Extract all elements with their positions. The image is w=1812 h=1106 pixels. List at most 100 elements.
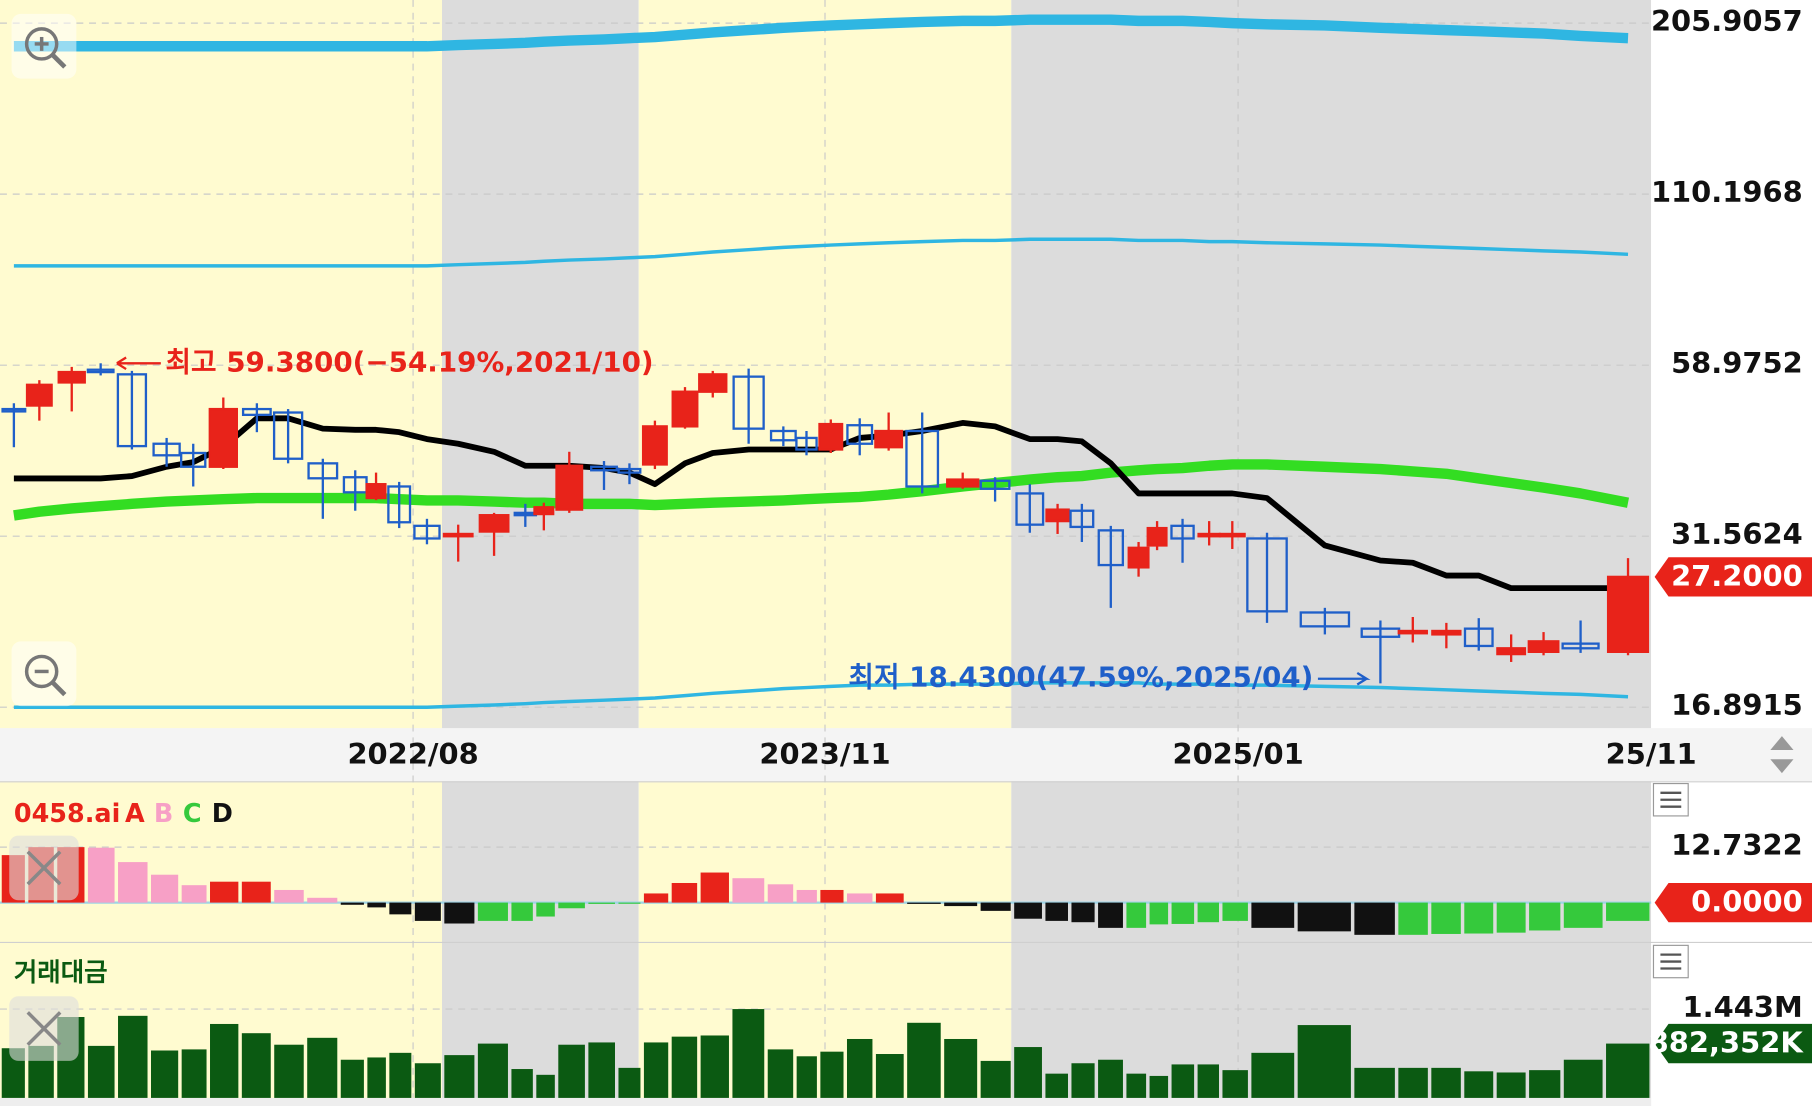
bar xyxy=(274,889,304,903)
candle-body xyxy=(671,390,699,428)
bar xyxy=(846,1038,873,1098)
candle-body xyxy=(874,429,904,449)
value-box-label: 27.2000 xyxy=(1671,559,1803,593)
legend-entry: C xyxy=(183,798,202,828)
value-box xyxy=(1654,1023,1812,1064)
candle-body xyxy=(478,514,510,533)
candle-body xyxy=(413,524,441,540)
candle-body xyxy=(307,462,339,480)
y-tick-label: 1.443M xyxy=(1683,990,1803,1024)
candle-body xyxy=(25,383,53,407)
zoom-out[interactable] xyxy=(11,641,77,707)
bar xyxy=(732,1009,765,1098)
close-indicator[interactable] xyxy=(9,835,79,901)
candle-body xyxy=(1561,642,1600,650)
y-tick-label: 12.7322 xyxy=(1671,828,1803,862)
y-tick-label: 16.8915 xyxy=(1671,688,1803,722)
low-annotation: 최저 18.4300(47.59%,2025/04) xyxy=(848,661,1313,694)
x-tick-label: 25/11 xyxy=(1606,737,1697,771)
bar xyxy=(1563,902,1603,928)
candle-body xyxy=(946,478,980,488)
bar xyxy=(1464,902,1494,934)
bar xyxy=(1149,1075,1169,1098)
bar xyxy=(1071,902,1095,923)
plot-layer: 205.9057 110.1968 58.9752 31.5624 16.8915 202… xyxy=(0,4,1812,1098)
bar xyxy=(444,1055,475,1098)
bar xyxy=(87,1045,115,1098)
bar xyxy=(511,1069,533,1098)
zoom-in[interactable] xyxy=(11,13,77,79)
candle-body xyxy=(1,407,27,413)
bar xyxy=(732,878,765,903)
bar xyxy=(1197,1064,1219,1098)
bar xyxy=(820,1051,844,1098)
bar xyxy=(210,1023,239,1098)
bar xyxy=(767,884,794,903)
bar xyxy=(1431,902,1461,934)
line xyxy=(13,237,1629,268)
bar xyxy=(700,872,729,903)
candle-body xyxy=(208,407,238,468)
y-tick-label: 58.9752 xyxy=(1671,346,1803,380)
legend-entry: D xyxy=(212,798,233,828)
candle-body xyxy=(979,479,1011,490)
candle-body xyxy=(533,506,555,516)
high-annotation: 최고 59.3800(−54.19%,2021/10) xyxy=(165,345,653,378)
candle-body xyxy=(698,373,728,393)
candle-body xyxy=(1069,509,1095,529)
volume-menu[interactable] xyxy=(1652,944,1689,979)
indicator-menu[interactable] xyxy=(1652,782,1689,817)
bar xyxy=(796,889,817,903)
bar xyxy=(643,1042,669,1098)
candle-body xyxy=(365,483,387,500)
candle-body xyxy=(57,370,86,384)
scroll-arrows[interactable] xyxy=(1770,736,1794,774)
bar xyxy=(1149,902,1169,925)
bar xyxy=(151,874,179,903)
bar xyxy=(210,881,239,903)
candle-body xyxy=(795,436,818,451)
bar xyxy=(118,862,148,903)
bar xyxy=(944,1038,978,1098)
bar xyxy=(907,902,941,904)
value-box-label: 0.0000 xyxy=(1691,885,1803,919)
bar xyxy=(340,902,364,905)
x-tick-label: 2023/11 xyxy=(759,737,890,771)
bar xyxy=(875,893,904,903)
candle-body xyxy=(555,464,584,511)
candle-body xyxy=(818,422,844,451)
bar xyxy=(367,902,386,908)
line xyxy=(13,415,1629,592)
candle-body xyxy=(617,467,642,474)
close-volume[interactable] xyxy=(9,996,79,1061)
candle-body xyxy=(152,442,181,457)
bar xyxy=(588,1042,615,1098)
candle-body xyxy=(846,424,874,445)
bar xyxy=(1171,902,1195,924)
candle-body xyxy=(180,451,207,468)
bar xyxy=(618,902,641,904)
candle-body xyxy=(1496,647,1527,656)
x-tick-label: 2025/01 xyxy=(1172,737,1303,771)
bar xyxy=(181,885,207,903)
bar xyxy=(274,1044,304,1098)
bar xyxy=(1398,1067,1428,1098)
bar xyxy=(151,1050,179,1098)
bar xyxy=(340,1059,364,1098)
bar xyxy=(907,1022,941,1098)
bar xyxy=(1529,1070,1561,1098)
bar xyxy=(241,881,271,903)
candle-body xyxy=(387,485,412,524)
bar xyxy=(1014,902,1042,919)
bar xyxy=(389,902,412,915)
bar xyxy=(643,893,669,903)
bar xyxy=(307,897,338,903)
bar xyxy=(1071,1063,1095,1098)
bar xyxy=(980,902,1011,911)
bar xyxy=(1297,1025,1351,1098)
candle-body xyxy=(442,532,474,538)
bar xyxy=(1398,902,1428,935)
candle-body xyxy=(1045,508,1070,523)
